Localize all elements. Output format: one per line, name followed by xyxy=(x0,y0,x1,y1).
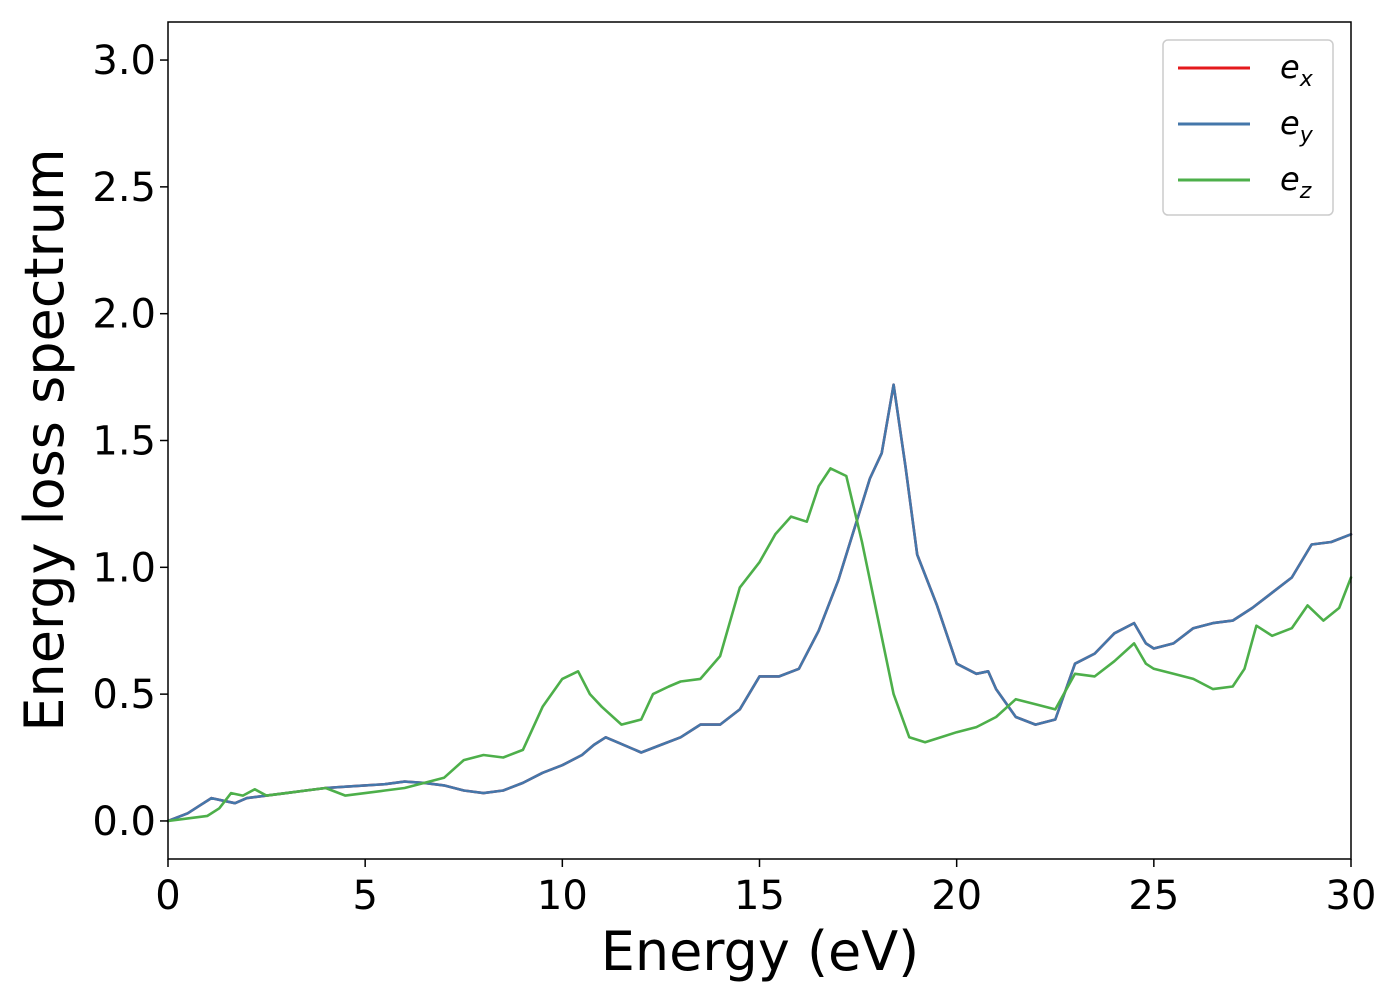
y-tick-label: 0.0 xyxy=(92,799,156,845)
x-tick-label: 0 xyxy=(155,873,180,919)
x-tick-label: 5 xyxy=(352,873,377,919)
legend-frame xyxy=(1162,39,1334,216)
x-tick-label: 15 xyxy=(734,873,785,919)
series-layer xyxy=(166,383,1353,823)
x-axis-title: Energy (eV) xyxy=(601,920,920,983)
legend: ex ey ez xyxy=(1162,39,1334,216)
y-tick-label: 1.5 xyxy=(92,419,156,465)
x-axis: 0 5 10 15 20 25 30 xyxy=(155,859,1376,919)
x-tick-label: 20 xyxy=(931,873,982,919)
y-axis-title: Energy loss spectrum xyxy=(13,148,76,731)
series-line-ey xyxy=(166,383,1353,823)
x-tick-label: 30 xyxy=(1326,873,1377,919)
legend-label-ey: ey xyxy=(1280,104,1314,148)
x-tick-label: 25 xyxy=(1128,873,1179,919)
y-tick-label: 1.0 xyxy=(92,545,156,591)
series-line-ez xyxy=(166,467,1353,823)
y-tick-label: 2.5 xyxy=(92,165,156,211)
y-tick-label: 0.5 xyxy=(92,672,156,718)
legend-label-ex: ex xyxy=(1280,48,1314,92)
y-axis: 0.0 0.5 1.0 1.5 2.0 2.5 3.0 xyxy=(92,38,168,845)
x-tick-label: 10 xyxy=(537,873,588,919)
y-tick-label: 3.0 xyxy=(92,38,156,84)
y-tick-label: 2.0 xyxy=(92,292,156,338)
legend-label-ez: ez xyxy=(1280,160,1312,204)
